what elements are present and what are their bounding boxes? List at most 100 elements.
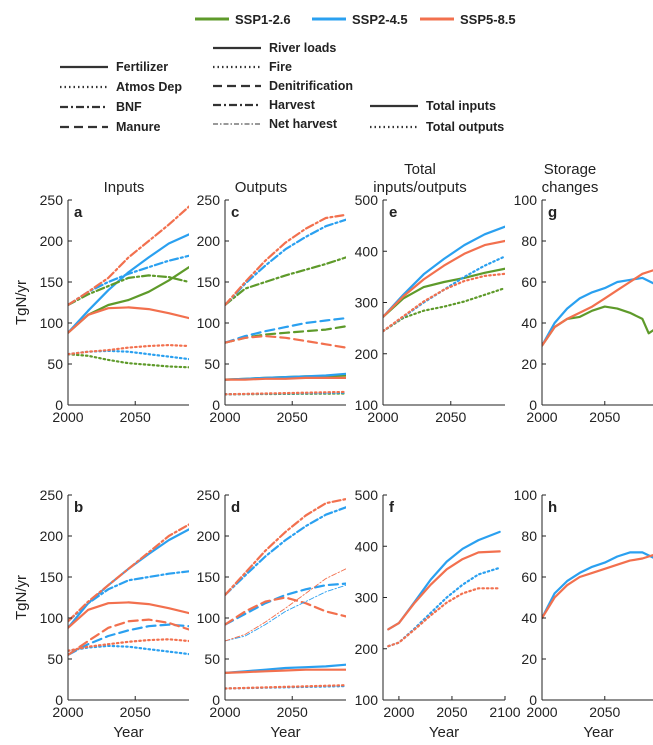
x-tick-label: 2000 (209, 704, 240, 720)
legend-item-col2: Denitrification (269, 79, 353, 93)
y-tick-label: 100 (355, 692, 379, 708)
panel-g: 0 20 40 60 80 100 2000 2050 g (514, 192, 653, 425)
y-tick-label: 0 (55, 692, 63, 708)
series-line (225, 582, 346, 626)
series-line (225, 317, 346, 344)
y-axis-label: TgN/yr (13, 575, 30, 620)
y-tick-label: 250 (197, 192, 221, 208)
series-line (225, 376, 346, 381)
series-group (542, 269, 653, 347)
series-line (542, 305, 653, 347)
series-line (68, 601, 189, 629)
series-line (225, 325, 346, 344)
legend-item-col3: Total outputs (426, 120, 504, 134)
series-line (68, 638, 189, 652)
series-line (68, 353, 189, 369)
y-tick-label: 0 (212, 692, 220, 708)
series-group (68, 523, 189, 657)
y-tick-label: 60 (521, 569, 537, 585)
column-title: Storage (544, 161, 597, 178)
x-tick-label: 2050 (589, 409, 620, 425)
y-tick-label: 200 (40, 233, 64, 249)
panel-a: 0 50 100 150 200 250 2000 2050 a TgN/yr (13, 192, 189, 425)
panel-letter: b (74, 499, 83, 516)
series-line (68, 644, 189, 656)
x-tick-label: 2100 (489, 704, 520, 720)
series-line (542, 276, 653, 347)
panel-d: 0 50 100 150 200 250 2000 2050 d Year (197, 487, 346, 741)
legend-item-col2: Net harvest (269, 117, 338, 131)
y-tick-label: 200 (197, 233, 221, 249)
y-tick-label: 60 (521, 274, 537, 290)
y-tick-label: 250 (40, 192, 64, 208)
y-tick-label: 150 (197, 274, 221, 290)
y-tick-label: 250 (197, 487, 221, 503)
column-title: changes (542, 179, 599, 196)
y-tick-label: 300 (355, 295, 379, 311)
series-group (387, 530, 501, 648)
panel-letter: e (389, 204, 397, 221)
series-line (225, 213, 346, 307)
y-axis-label: TgN/yr (13, 280, 30, 325)
x-tick-label: 2000 (209, 409, 240, 425)
series-group (383, 225, 505, 333)
y-tick-label: 40 (521, 315, 537, 331)
series-line (68, 205, 189, 307)
series-line (387, 587, 501, 648)
y-tick-label: 200 (355, 641, 379, 657)
series-line (68, 618, 189, 657)
panel-letter: g (548, 204, 557, 221)
series-line (225, 668, 346, 675)
series-line (68, 274, 189, 307)
series-line (383, 255, 505, 333)
series-line (225, 218, 346, 307)
y-tick-label: 400 (355, 538, 379, 554)
legend: SSP1-2.6 SSP2-4.5 SSP5-8.5 Fertilizer Atmos … (60, 12, 516, 134)
y-tick-label: 400 (355, 243, 379, 259)
series-line (542, 553, 653, 620)
series-line (225, 684, 346, 690)
legend-item-col1: Fertilizer (116, 60, 168, 74)
series-line (68, 233, 189, 334)
series-line (225, 390, 346, 396)
y-tick-label: 100 (514, 192, 538, 208)
column-title: Total (404, 161, 436, 178)
y-tick-label: 100 (514, 487, 538, 503)
y-tick-label: 0 (529, 397, 537, 413)
y-tick-label: 200 (355, 346, 379, 362)
legend-item-col2: River loads (269, 41, 336, 55)
y-tick-label: 250 (40, 487, 64, 503)
series-line (383, 272, 505, 333)
legend-item-col1: BNF (116, 100, 142, 114)
series-line (68, 523, 189, 623)
y-tick-label: 100 (197, 315, 221, 331)
series-line (68, 306, 189, 334)
series-line (68, 344, 189, 356)
y-tick-label: 80 (521, 233, 537, 249)
x-axis-label: Year (113, 724, 143, 741)
y-tick-label: 100 (40, 610, 64, 626)
series-line (383, 287, 505, 333)
y-tick-label: 50 (204, 651, 220, 667)
x-tick-label: 2050 (120, 704, 151, 720)
series-line (225, 256, 346, 307)
series-line (542, 551, 653, 620)
panel-letter: h (548, 499, 557, 516)
y-tick-label: 20 (521, 356, 537, 372)
y-tick-label: 50 (204, 356, 220, 372)
series-line (542, 269, 653, 347)
y-tick-label: 150 (40, 569, 64, 585)
y-tick-label: 100 (355, 397, 379, 413)
series-line (387, 550, 501, 631)
y-tick-label: 50 (47, 356, 63, 372)
series-line (225, 498, 346, 597)
y-tick-label: 80 (521, 528, 537, 544)
x-tick-label: 2000 (526, 409, 557, 425)
y-tick-label: 100 (40, 315, 64, 331)
y-tick-label: 40 (521, 610, 537, 626)
x-axis-label: Year (429, 724, 459, 741)
x-axis-label: Year (270, 724, 300, 741)
y-tick-label: 20 (521, 651, 537, 667)
